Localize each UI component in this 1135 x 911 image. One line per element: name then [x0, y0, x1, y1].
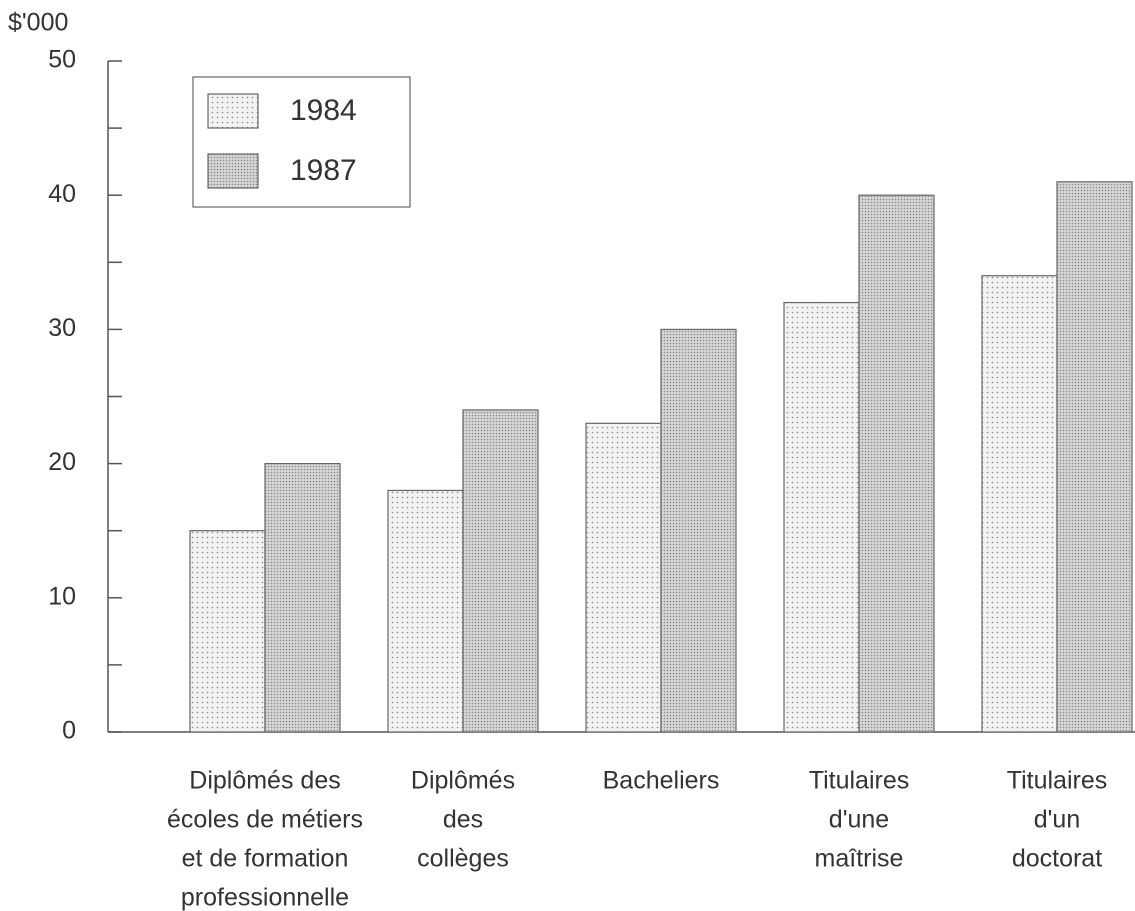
y-tick-label: 40 — [48, 180, 76, 208]
x-tick-label: d'un — [1034, 806, 1080, 834]
bar — [462, 409, 539, 733]
bar — [858, 194, 935, 733]
bar — [1056, 181, 1133, 733]
bar — [189, 530, 266, 733]
bar — [585, 422, 662, 733]
x-tick-label: maîtrise — [815, 845, 904, 873]
x-tick-label: des — [443, 806, 483, 834]
x-tick-label: professionnelle — [181, 884, 349, 911]
y-tick-label: 0 — [62, 717, 76, 745]
y-tick-label: 30 — [48, 314, 76, 342]
x-tick-label: collèges — [417, 845, 509, 873]
bar — [783, 301, 860, 733]
x-tick-label: Titulaires — [809, 767, 910, 795]
x-tick-label: doctorat — [1012, 845, 1102, 873]
x-tick-label: d'une — [829, 806, 889, 834]
legend-label: 1984 — [290, 94, 357, 127]
y-tick-label: 10 — [48, 582, 76, 610]
x-tick-label: Diplômés des — [189, 767, 340, 795]
x-tick-label: écoles de métiers — [167, 806, 363, 834]
bar — [264, 463, 341, 733]
y-tick-label: 50 — [48, 46, 76, 74]
bar — [981, 275, 1058, 733]
legend-swatch — [207, 93, 259, 129]
legend-swatch — [207, 153, 259, 189]
x-tick-label: Titulaires — [1007, 767, 1108, 795]
y-axis-label: $'000 — [8, 9, 68, 37]
x-tick-label: Diplômés — [411, 767, 515, 795]
bar — [660, 328, 737, 733]
y-tick-label: 20 — [48, 448, 76, 476]
x-tick-label: Bacheliers — [603, 767, 720, 795]
bar — [387, 489, 464, 733]
legend-label: 1987 — [290, 154, 357, 187]
x-tick-label: et de formation — [182, 845, 349, 873]
